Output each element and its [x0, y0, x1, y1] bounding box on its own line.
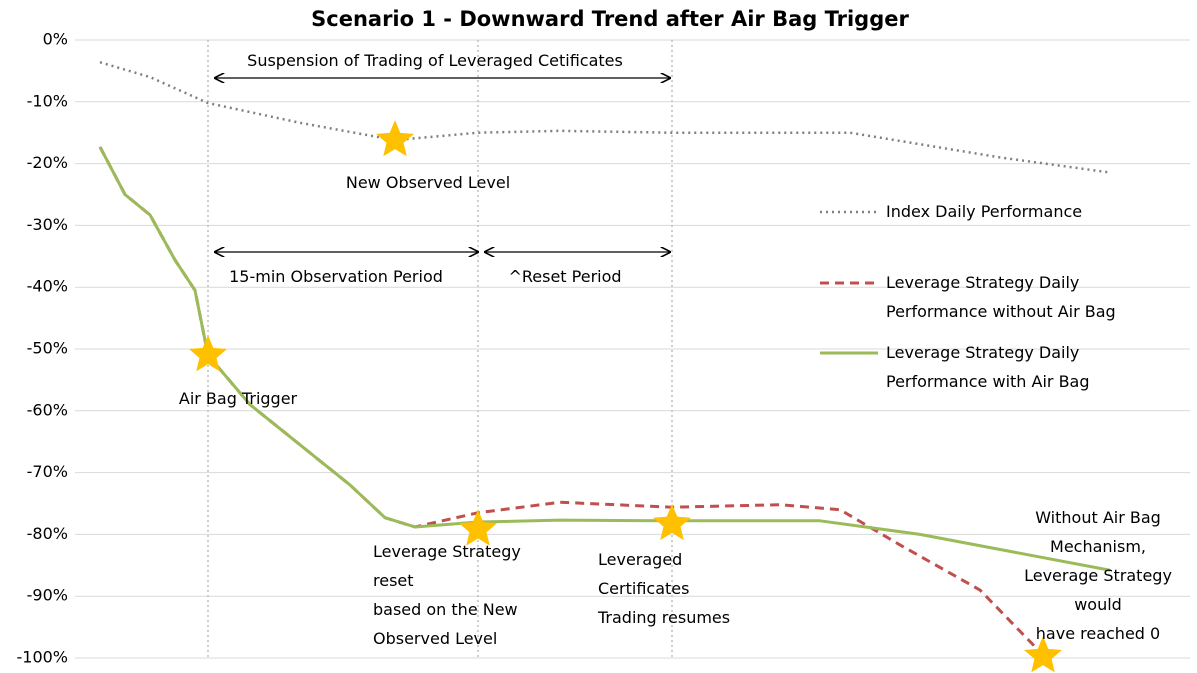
series-line: [99, 61, 1109, 174]
star-marker: [188, 335, 228, 372]
chart-title: Scenario 1 - Downward Trend after Air Ba…: [311, 7, 909, 31]
star-marker: [458, 509, 498, 546]
series-line: [98, 146, 1111, 572]
y-tick-label: 0%: [43, 30, 68, 49]
y-tick-label: -60%: [27, 400, 68, 419]
annotation: 15-min Observation Period: [229, 267, 443, 286]
annotation: Observed Level: [373, 629, 498, 648]
y-tick-label: -30%: [27, 215, 68, 234]
annotation: Certificates: [598, 579, 690, 598]
annotation: Mechanism,: [1050, 537, 1146, 556]
legend-label: Leverage Strategy Daily Performance with…: [886, 343, 1090, 391]
annotation: Suspension of Trading of Leveraged Cetif…: [247, 51, 623, 70]
y-tick-label: -90%: [27, 586, 68, 605]
y-tick-label: -100%: [16, 648, 68, 667]
star-marker: [375, 120, 415, 157]
star-marker: [652, 503, 692, 541]
y-tick-label: -80%: [27, 524, 68, 543]
annotation: ^Reset Period: [508, 267, 622, 286]
annotation: reset: [373, 571, 414, 590]
y-tick-label: -40%: [27, 277, 68, 296]
annotation: have reached 0: [1035, 624, 1161, 643]
annotation: Trading resumes: [598, 608, 731, 627]
legend-label: Index Daily Performance: [886, 202, 1083, 221]
annotation: Without Air Bag: [1035, 508, 1161, 527]
y-tick-label: -70%: [27, 462, 68, 481]
y-tick-label: -50%: [27, 339, 68, 358]
annotation: Leveraged: [598, 550, 683, 569]
annotation: New Observed Level: [345, 173, 511, 192]
y-tick-label: -10%: [27, 91, 68, 110]
annotation: would: [1074, 595, 1122, 614]
star-marker: [1023, 636, 1063, 673]
annotation: based on the New: [373, 600, 518, 619]
annotation: Leverage Strategy: [373, 542, 521, 561]
y-tick-label: -20%: [27, 153, 68, 172]
annotation: Leverage Strategy: [1024, 566, 1172, 585]
legend-label: Leverage Strategy Daily Performance with…: [886, 273, 1116, 321]
annotation: Air Bag Trigger: [178, 389, 298, 408]
